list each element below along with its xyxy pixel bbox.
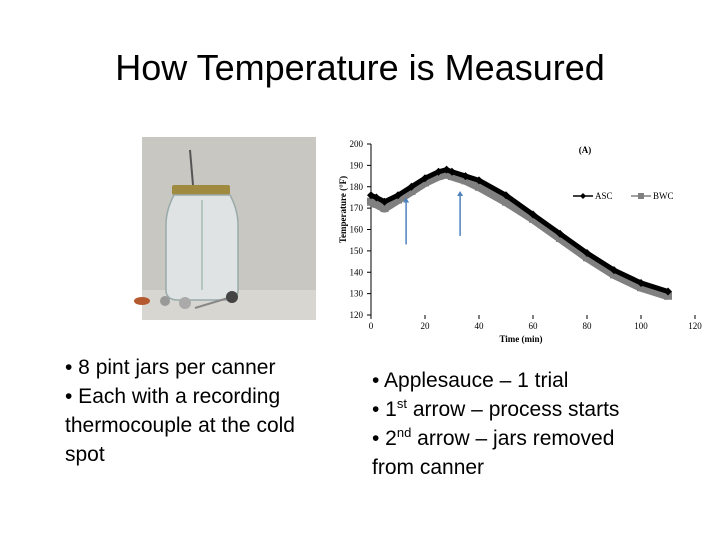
bullet-line: • Each with a recording [65,385,280,408]
bullet-line: • 1st arrow – process starts [372,396,619,421]
legend-label: ASC [595,191,613,201]
legend-marker [638,193,644,199]
x-axis-label: Time (min) [499,334,542,344]
point [637,283,645,292]
text-span: • 2 [372,427,397,450]
superscript: st [397,396,408,411]
point [664,291,672,300]
text-span: • 1 [372,398,397,421]
text-span: arrow – jars removed [411,427,614,450]
point [461,172,470,181]
slide-title: How Temperature is Measured [115,47,605,88]
point [372,193,381,202]
x-tick-label: 40 [475,321,485,331]
y-tick-label: 160 [350,225,364,235]
point [610,266,618,275]
point [434,172,443,181]
point [529,210,537,219]
point [502,197,510,206]
point [475,182,483,191]
point [367,197,375,206]
chart: 120 130 140 150 160 170 180 190 200 0 20 40 60 80 100 1… [338,139,702,344]
point [583,253,591,262]
point [372,199,381,208]
superscript: nd [397,425,411,440]
point [502,191,510,200]
left-text: • 8 pint jars per canner • Each with a re… [65,356,295,466]
point [407,187,416,196]
y-tick-label: 170 [350,203,364,213]
point [380,197,389,206]
point [637,278,645,287]
x-tick-label: 120 [688,321,702,331]
point [380,204,389,213]
y-tick-label: 130 [350,289,364,299]
point [394,195,402,204]
y-tick-label: 180 [350,182,364,192]
text-span: arrow – process starts [407,398,619,421]
photo [134,137,316,320]
x-tick-label: 60 [529,321,539,331]
bullet-line: spot [65,443,105,466]
x-tick-label: 20 [421,321,431,331]
point [407,182,416,191]
point [421,178,429,187]
legend-label: BWC [653,191,674,201]
point [583,249,591,258]
y-tick-label: 140 [350,267,364,277]
series-line [369,169,670,301]
y-tick-label: 120 [350,310,364,320]
bullet-line: thermocouple at the cold [65,414,295,437]
point [556,229,564,238]
legend-marker [580,193,586,199]
chart-title: (A) [579,145,592,155]
x-tick-label: 100 [634,321,648,331]
y-tick-label: 200 [350,139,364,149]
y-axis-label: Temperature (°F) [338,176,348,243]
point [421,174,429,183]
point [434,167,443,176]
point [556,234,564,243]
point [461,176,470,185]
point [448,172,456,181]
point [448,167,456,176]
point [475,176,483,185]
bullet-line: from canner [372,456,484,479]
arrow-head [403,197,410,203]
x-tick-label: 80 [583,321,593,331]
x-tick-label: 0 [369,321,374,331]
bullet-line: • Applesauce – 1 trial [372,369,568,392]
arrow-head [457,191,464,197]
point [529,214,537,223]
bullet-line: • 8 pint jars per canner [65,356,275,379]
y-tick-label: 150 [350,246,364,256]
point [610,270,618,279]
point [394,191,402,200]
bullet-line: • 2nd arrow – jars removed [372,425,614,450]
y-tick-label: 190 [350,160,364,170]
right-text: • Applesauce – 1 trial • 1st arrow – proc… [372,369,619,479]
point [664,287,672,296]
point [442,169,451,178]
